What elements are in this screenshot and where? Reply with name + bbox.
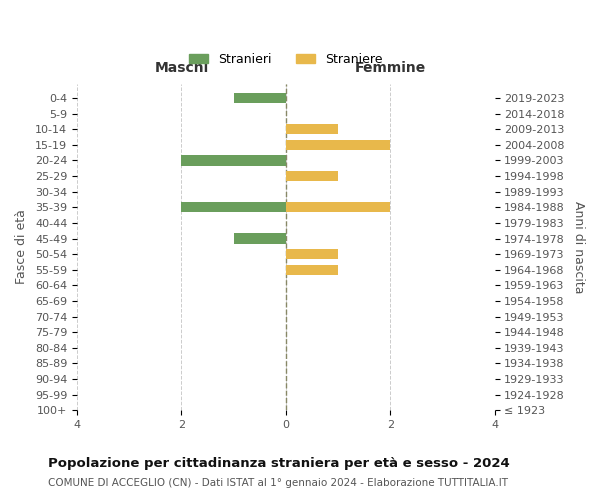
Y-axis label: Anni di nascita: Anni di nascita [572,201,585,294]
Text: Femmine: Femmine [355,60,426,74]
Bar [286,124,338,134]
Text: Popolazione per cittadinanza straniera per età e sesso - 2024: Popolazione per cittadinanza straniera p… [48,458,510,470]
Text: COMUNE DI ACCEGLIO (CN) - Dati ISTAT al 1° gennaio 2024 - Elaborazione TUTTITALI: COMUNE DI ACCEGLIO (CN) - Dati ISTAT al … [48,478,508,488]
Bar [233,234,286,243]
Bar [181,156,286,166]
Bar [286,249,338,259]
Text: Maschi: Maschi [154,60,209,74]
Bar [181,202,286,212]
Legend: Stranieri, Straniere: Stranieri, Straniere [184,48,388,70]
Bar [286,140,390,150]
Bar [233,93,286,103]
Bar [286,202,390,212]
Y-axis label: Fasce di età: Fasce di età [15,210,28,284]
Bar [286,171,338,181]
Bar [286,264,338,275]
